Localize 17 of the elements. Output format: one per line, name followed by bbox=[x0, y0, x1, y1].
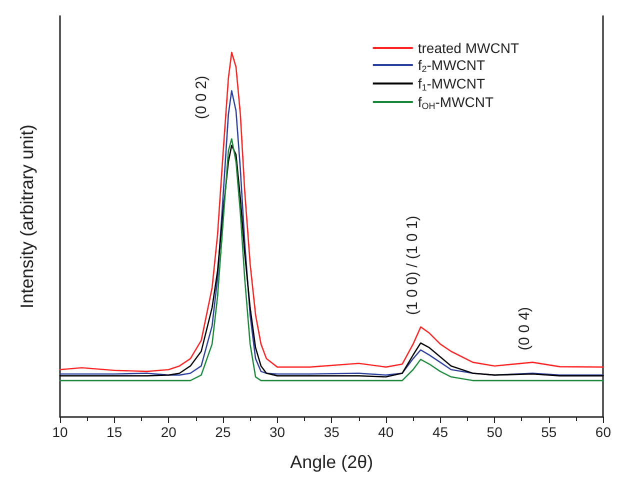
x-tick-label: 30 bbox=[269, 424, 286, 440]
x-tick-label: 35 bbox=[324, 424, 340, 440]
x-tick-label: 60 bbox=[595, 424, 612, 440]
x-tick-label: 45 bbox=[432, 424, 448, 440]
x-tick-label: 25 bbox=[215, 424, 231, 440]
x-tick-label: 10 bbox=[52, 424, 68, 440]
x-tick-label: 55 bbox=[541, 424, 557, 440]
y-axis-title: Intensity (arbitrary unit) bbox=[17, 124, 37, 309]
annotation: (0 0 2) bbox=[193, 76, 210, 120]
x-tick-label: 15 bbox=[106, 424, 122, 440]
x-axis-title: Angle (2θ) bbox=[290, 452, 374, 472]
legend-label: treated MWCNT bbox=[418, 40, 520, 56]
x-tick-label: 20 bbox=[160, 424, 177, 440]
x-tick-label: 50 bbox=[486, 424, 503, 440]
x-tick-label: 40 bbox=[378, 424, 394, 440]
annotation: (1 0 0) / (1 0 1) bbox=[404, 216, 422, 315]
annotation: (0 0 4) bbox=[516, 306, 534, 350]
